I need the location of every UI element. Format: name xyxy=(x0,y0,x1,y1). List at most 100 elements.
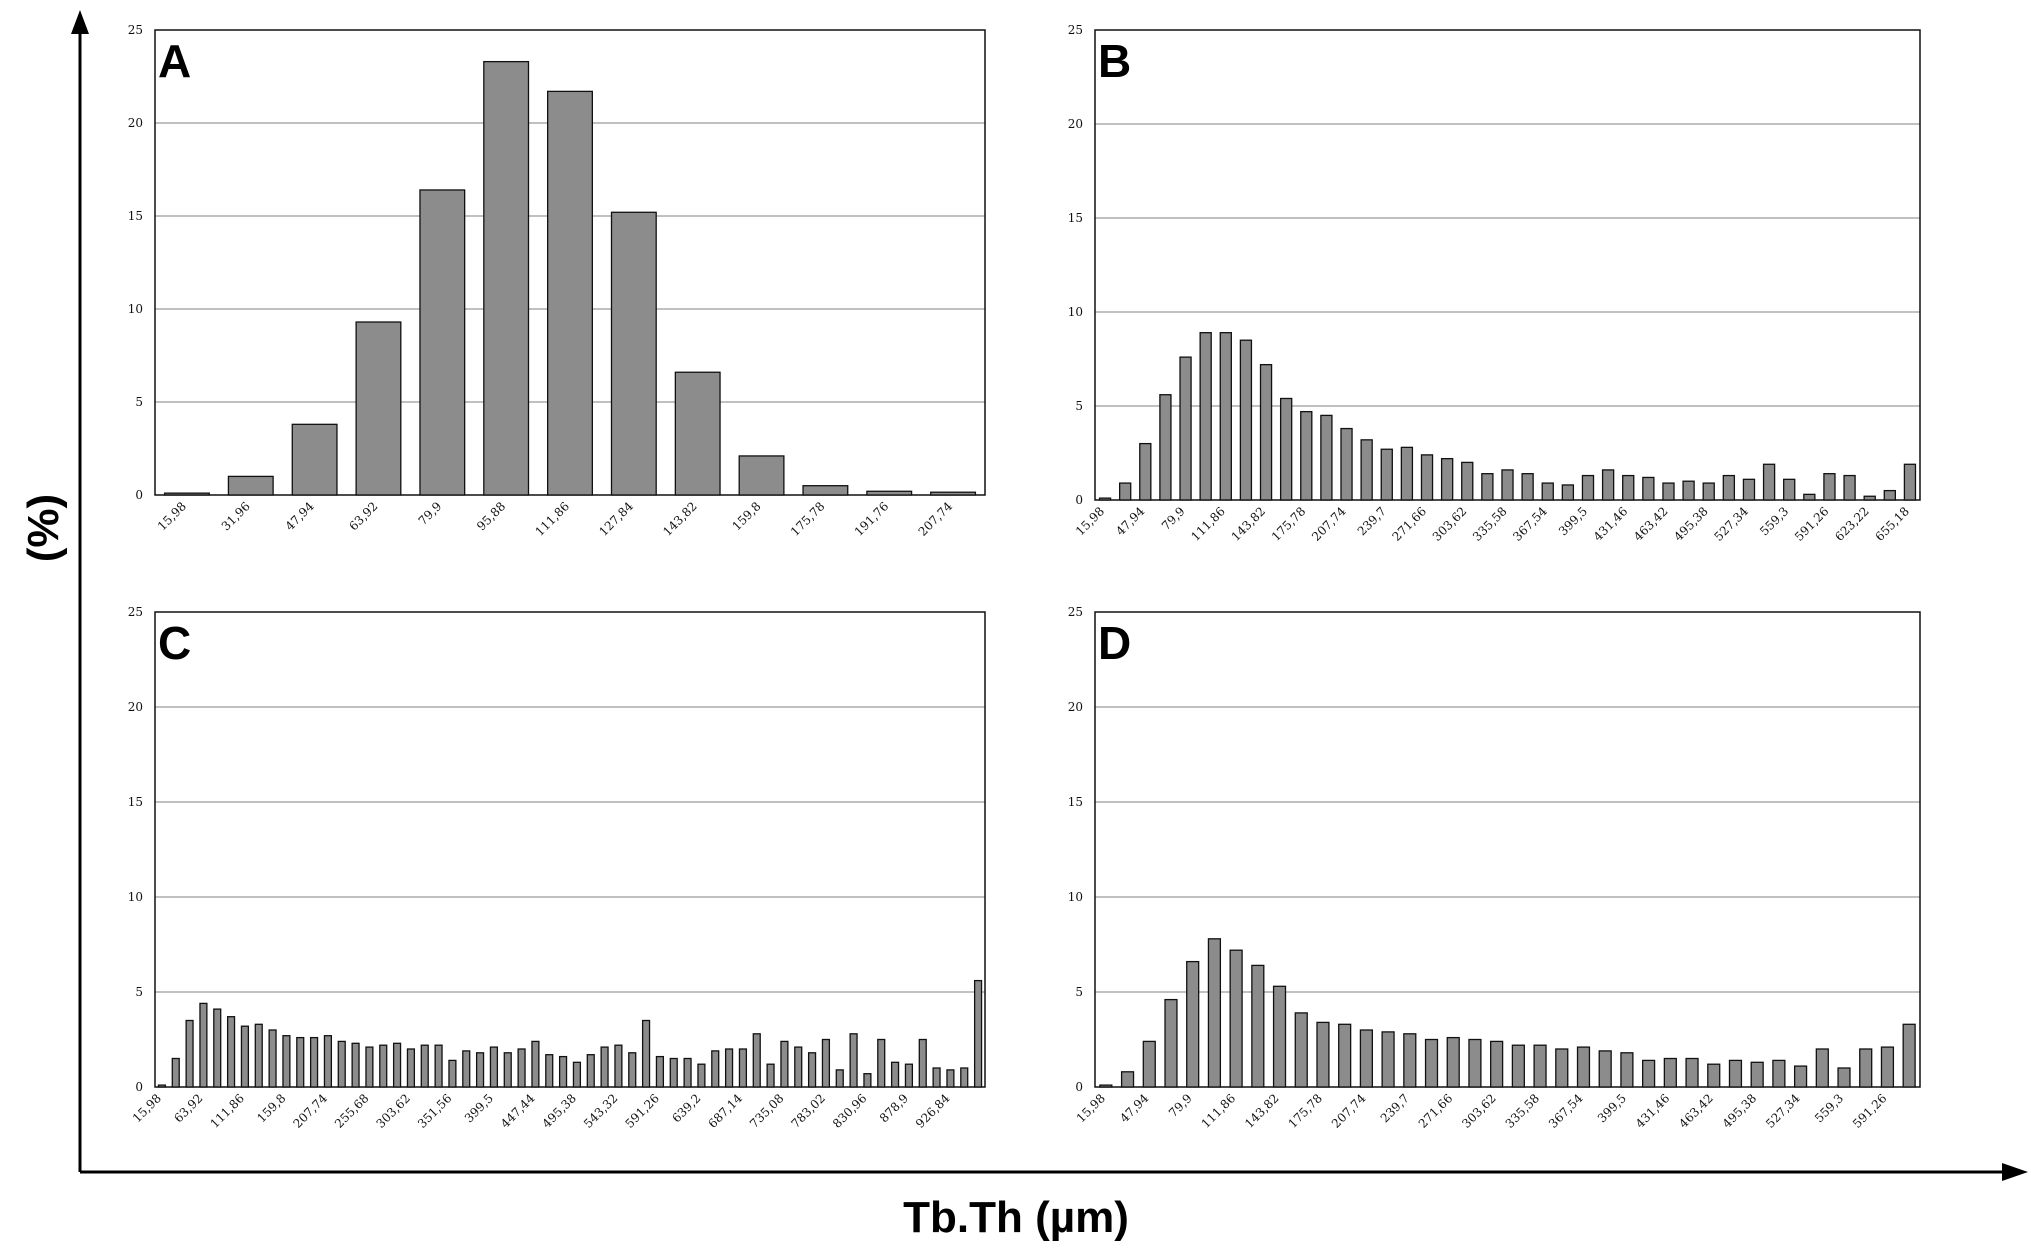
y-tick-label: 5 xyxy=(1075,985,1083,999)
y-tick-label: 5 xyxy=(135,985,143,999)
bar xyxy=(227,475,274,496)
x-tick-label: 271,66 xyxy=(1390,504,1430,544)
bar xyxy=(932,1067,941,1088)
bar xyxy=(1863,495,1876,501)
x-tick-label: 559,3 xyxy=(1757,504,1791,538)
bar xyxy=(802,485,849,496)
chart-panel-c: 0 5 10 15 20 25 15,98 63,92 111,86 159,8 207,74 255… xyxy=(128,605,986,1131)
x-tick-label: 878,9 xyxy=(877,1091,911,1125)
bar xyxy=(655,1055,665,1088)
bar xyxy=(1601,469,1615,501)
x-tick-label: 655,18 xyxy=(1872,504,1912,544)
x-tick-label: 159,8 xyxy=(729,499,763,533)
bar xyxy=(1118,482,1132,501)
x-tick-label: 191,76 xyxy=(852,499,892,539)
x-tick-label: 303,62 xyxy=(1459,1091,1499,1131)
y-tick-label: 20 xyxy=(128,116,143,130)
bar xyxy=(1793,1065,1808,1088)
bar xyxy=(1316,1021,1330,1088)
y-tick-label: 10 xyxy=(1068,890,1083,904)
bar xyxy=(946,1069,955,1088)
x-tick-label: 15,98 xyxy=(155,499,189,533)
x-tick-label: 95,88 xyxy=(474,499,508,533)
bar xyxy=(323,1035,333,1088)
bar xyxy=(226,1016,236,1088)
bar xyxy=(1642,476,1655,501)
bar xyxy=(462,1050,471,1088)
x-tick-label: 79,9 xyxy=(416,499,445,528)
bar xyxy=(355,321,402,496)
bar xyxy=(1823,473,1836,501)
bar xyxy=(1272,985,1287,1088)
x-tick-label: 431,46 xyxy=(1633,1091,1673,1131)
x-tick-label: 303,62 xyxy=(373,1091,413,1131)
x-tick-label: 175,78 xyxy=(1285,1091,1325,1131)
x-tick-label: 175,78 xyxy=(788,499,828,539)
y-tick-label: 15 xyxy=(128,795,143,809)
bar xyxy=(973,979,983,1088)
bar xyxy=(1750,1061,1764,1088)
bar xyxy=(1139,442,1152,501)
x-tick-label: 351,56 xyxy=(415,1091,455,1131)
bar xyxy=(434,1044,443,1088)
bar xyxy=(406,1048,416,1088)
x-tick-label: 830,96 xyxy=(830,1091,870,1131)
bar xyxy=(291,423,338,496)
bar xyxy=(503,1052,512,1088)
x-tick-label: 271,66 xyxy=(1416,1091,1456,1131)
x-tick-label: 239,7 xyxy=(1355,504,1389,538)
bar xyxy=(866,490,913,496)
y-tick-label: 20 xyxy=(1068,700,1083,714)
x-tick-label: 15,98 xyxy=(130,1091,164,1125)
bar xyxy=(1837,1067,1851,1088)
x-tick-label: 31,96 xyxy=(219,499,253,533)
plot-frame xyxy=(1094,29,1921,501)
bar xyxy=(1883,489,1897,501)
bar xyxy=(448,1059,457,1088)
x-tick-label: 79,9 xyxy=(1166,1091,1195,1120)
chart-panel-a: 0 5 10 15 20 25 15,98 31,96 47,94 63,92 79,9 95,88 1… xyxy=(128,23,986,539)
bar xyxy=(1742,478,1756,501)
x-tick-label: 47,94 xyxy=(1117,1091,1151,1125)
bar xyxy=(1481,473,1494,501)
bar xyxy=(1598,1050,1612,1088)
bar xyxy=(600,1046,609,1088)
panels-group: 0 5 10 15 20 25 15,98 31,96 47,94 63,92 79,9 95,88 1… xyxy=(128,23,1921,1131)
bar xyxy=(419,189,466,496)
x-tick-label: 143,82 xyxy=(1242,1091,1282,1131)
y-tick-label: 0 xyxy=(135,1080,143,1094)
x-tick-label: 687,14 xyxy=(705,1091,745,1131)
x-tick-label: 495,38 xyxy=(539,1091,579,1131)
x-tick-label: 495,38 xyxy=(1720,1091,1760,1131)
bar xyxy=(1682,480,1695,501)
bar xyxy=(1521,473,1534,501)
bar xyxy=(780,1040,789,1088)
bar xyxy=(213,1008,222,1088)
bar xyxy=(807,1052,817,1088)
bar xyxy=(1843,474,1856,501)
y-tick-label: 10 xyxy=(128,890,143,904)
x-tick-label: 207,74 xyxy=(290,1091,330,1131)
bar xyxy=(489,1046,499,1088)
bar xyxy=(1446,1036,1460,1088)
y-tick-label: 20 xyxy=(1068,117,1083,131)
bar xyxy=(1501,469,1514,501)
bar xyxy=(890,1061,900,1088)
bar xyxy=(586,1054,595,1088)
x-tick-label: 735,08 xyxy=(747,1091,787,1131)
x-tick-label: 207,74 xyxy=(1309,504,1349,544)
bar xyxy=(1902,1023,1916,1088)
panel-label-c: C xyxy=(158,617,191,669)
x-tick-label: 591,26 xyxy=(1850,1091,1890,1131)
y-tick-label: 20 xyxy=(128,700,143,714)
x-tick-label: 79,9 xyxy=(1159,504,1188,533)
x-tick-label: 111,86 xyxy=(1188,504,1228,544)
bar xyxy=(199,1002,208,1088)
bar xyxy=(365,1046,374,1088)
bar xyxy=(1762,463,1776,501)
bar xyxy=(1239,339,1253,501)
x-tick-label: 175,78 xyxy=(1269,504,1309,544)
x-tick-label: 559,3 xyxy=(1812,1091,1846,1125)
bar xyxy=(185,1019,194,1088)
